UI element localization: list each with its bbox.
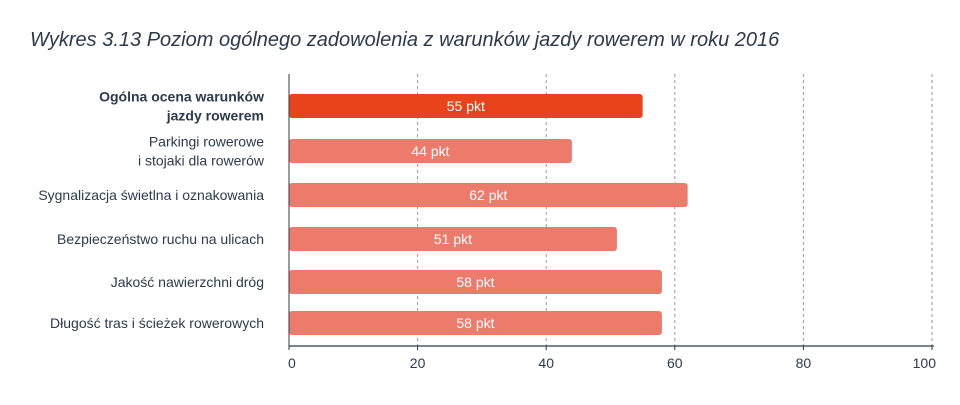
x-tick-label-100: 100 <box>913 355 937 371</box>
x-tick-label-80: 80 <box>796 355 812 371</box>
bar-value-label-1: 44 pkt <box>411 143 449 159</box>
bar-4 <box>289 270 662 294</box>
bar-5 <box>289 311 662 335</box>
bars-group: 55 pkt 44 pkt 62 pkt 51 pkt 58 pkt 58 pkt <box>289 94 688 335</box>
category-labels: Ogólna ocena warunków jazdy rowerem Parkin… <box>38 89 265 332</box>
category-label-2-line-0: Sygnalizacja świetlna i oznakowania <box>38 187 264 203</box>
category-label-5-line-0: Długość tras i ścieżek rowerowych <box>50 315 264 331</box>
bar-value-label-4: 58 pkt <box>456 274 494 290</box>
bar-value-label-2: 62 pkt <box>469 187 507 203</box>
category-label-3-line-0: Bezpieczeństwo ruchu na ulicach <box>57 231 264 247</box>
x-tick-label-0: 0 <box>288 355 296 371</box>
category-label-4-line-0: Jakość nawierzchni dróg <box>111 274 264 290</box>
bar-0 <box>289 94 643 118</box>
category-label-0-line-1: jazdy rowerem <box>166 108 264 124</box>
x-tick-label-20: 20 <box>410 355 426 371</box>
x-tick-label-40: 40 <box>538 355 554 371</box>
bar-2 <box>289 183 688 207</box>
bar-value-label-5: 58 pkt <box>456 315 494 331</box>
x-tick-label-60: 60 <box>667 355 683 371</box>
category-label-1-line-0: Parkingi rowerowe <box>149 134 264 150</box>
x-axis: 0 20 40 60 80 100 <box>288 74 936 371</box>
category-label-1-line-1: i stojaki dla rowerów <box>138 153 265 169</box>
bar-1 <box>289 139 572 163</box>
bar-value-label-0: 55 pkt <box>447 98 485 114</box>
chart-title: Wykres 3.13 Poziom ogólnego zadowolenia … <box>30 29 780 51</box>
bar-3 <box>289 227 617 251</box>
category-label-0-line-0: Ogólna ocena warunków <box>99 89 264 105</box>
bar-value-label-3: 51 pkt <box>434 231 472 247</box>
